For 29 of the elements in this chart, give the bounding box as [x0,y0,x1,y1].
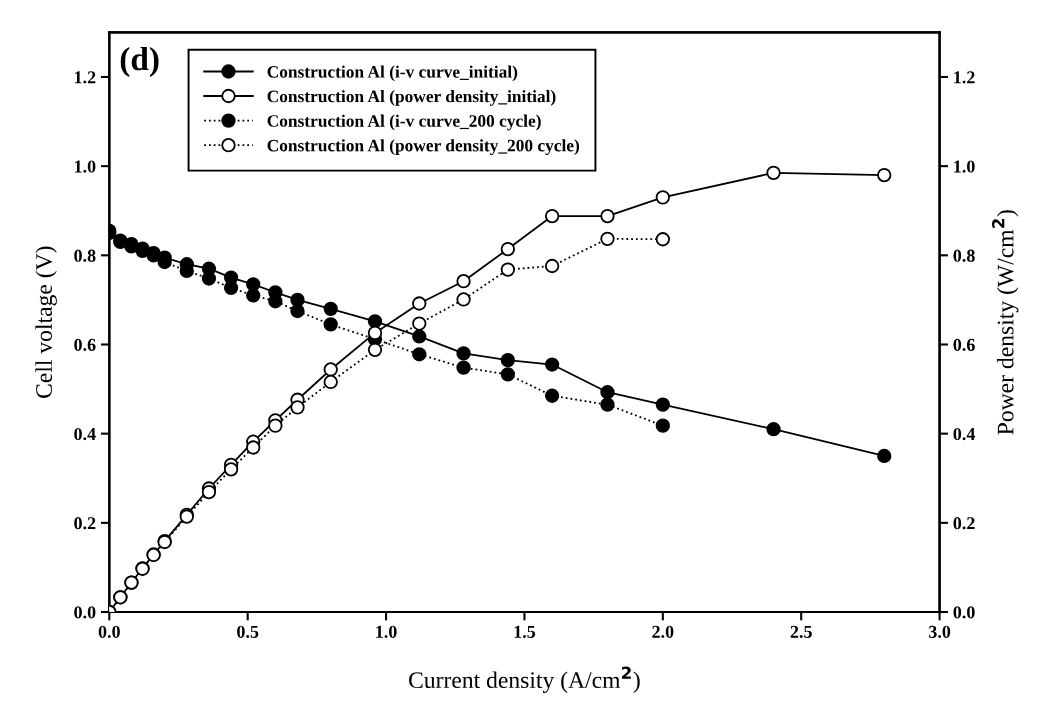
y2-tick-label: 1.2 [954,71,975,84]
y-tick-label: 0.4 [74,427,96,441]
y-tick-label: 1.0 [74,160,96,173]
y-axis-title: Cell voltage (V) [35,246,57,398]
x-tick-label: 3.0 [928,625,951,638]
y2-tick-label: 0.8 [953,249,975,262]
y2-tick-label: 0.6 [953,338,975,352]
x-axis-title: Current density (A/cm$^{2}$) [409,666,640,693]
x-tick-label: 2.0 [652,625,674,638]
legend-label: Construction Al (power density_initial) [267,90,556,106]
y-tick-label: 0.2 [74,517,96,530]
y2-tick-label: 1.0 [954,160,975,173]
x-tick-label: 1.0 [376,625,397,638]
y-tick-label: 0.6 [74,338,96,352]
annotation: (d) [120,46,159,78]
x-tick-label: 0.5 [237,625,259,638]
x-tick-label: 2.5 [790,625,812,638]
legend-label: Construction Al (i-v curve_200 cycle) [267,114,541,131]
x-tick-label: 1.5 [514,625,536,638]
y2-tick-label: 0.4 [953,427,976,441]
y-tick-label: 1.2 [74,71,96,84]
y-tick-label: 0.8 [74,249,96,262]
legend-label: Construction Al (i-v curve_initial) [267,65,518,82]
y-tick-label: 0.0 [74,606,96,619]
y2-axis-title: Power density (W/cm$^{2}$) [992,210,1019,435]
y2-tick-label: 0.0 [953,606,975,619]
y2-tick-label: 0.2 [953,517,975,530]
x-tick-label: 0.0 [98,625,120,638]
legend-label: Construction Al (power density_200 cycle) [267,139,580,155]
